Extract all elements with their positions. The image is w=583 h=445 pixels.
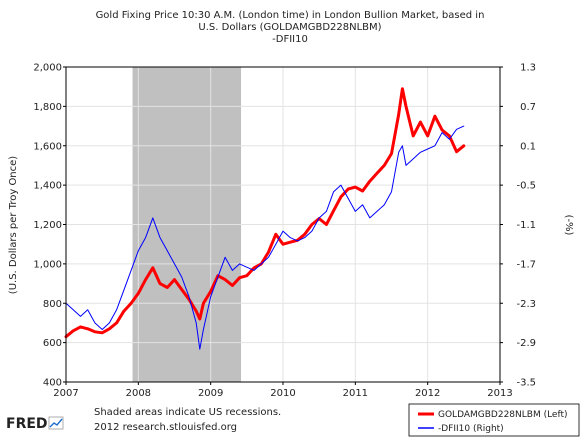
- left-tick-label: 600: [43, 338, 62, 349]
- series-line-gold-price: [64, 87, 466, 339]
- left-tick-label: 1,000: [33, 259, 62, 270]
- recession-note: Shaded areas indicate US recessions.: [94, 407, 281, 418]
- right-axis-ticks: -3.5 -2.9 -2.3 -1.7 -1.1 -0.5 0.1 0.7 1.3: [500, 63, 536, 389]
- chart-title-line-2: U.S. Dollars (GOLDAMGBD228NLBM): [198, 22, 381, 33]
- right-tick-label: 0.1: [520, 141, 536, 152]
- source-note: 2012 research.stlouisfed.org: [94, 422, 237, 433]
- right-axis-label: (-%): [563, 215, 574, 236]
- right-tick-label: -1.1: [516, 220, 536, 231]
- x-tick-label: 2009: [198, 388, 223, 399]
- x-tick-label: 2007: [53, 388, 78, 399]
- chart-title-line-1: Gold Fixing Price 10:30 A.M. (London tim…: [96, 10, 485, 21]
- x-tick-label: 2012: [415, 388, 440, 399]
- x-axis-ticks: 2007 2008 2009 2010 2011 2012 2013: [53, 382, 513, 399]
- fred-logo-icon: [48, 416, 64, 430]
- x-tick-label: 2008: [126, 388, 151, 399]
- chart-title-line-3: -DFII10: [272, 34, 308, 45]
- left-tick-label: 1,400: [33, 181, 62, 192]
- left-tick-label: 1,600: [33, 141, 62, 152]
- left-axis-ticks: 400 600 800 1,000 1,200 1,400 1,600 1,800 2,000: [33, 63, 66, 389]
- right-tick-label: 1.3: [520, 63, 536, 74]
- legend-label-gold: GOLDAMGBD228NLBM (Left): [438, 410, 568, 420]
- legend-box: [408, 403, 580, 437]
- series-layer: [64, 87, 466, 350]
- left-axis-label: (U.S. Dollars per Troy Once): [8, 156, 19, 295]
- left-tick-label: 1,800: [33, 102, 62, 113]
- left-tick-label: 800: [43, 299, 62, 310]
- x-tick-label: 2013: [487, 388, 512, 399]
- right-tick-label: -1.7: [516, 259, 536, 270]
- right-tick-label: -3.5: [516, 378, 536, 389]
- fred-logo: FRED: [6, 416, 48, 432]
- left-tick-label: 1,200: [33, 220, 62, 231]
- legend: GOLDAMGBD228NLBM (Left) -DFII10 (Right): [408, 403, 580, 437]
- right-tick-label: -0.5: [516, 181, 536, 192]
- series-line-dfii10: [65, 125, 465, 350]
- x-tick-label: 2011: [343, 388, 368, 399]
- legend-label-dfii10: -DFII10 (Right): [438, 424, 504, 434]
- left-tick-label: 2,000: [33, 63, 62, 74]
- right-tick-label: -2.3: [516, 299, 536, 310]
- left-tick-label: 400: [43, 378, 62, 389]
- right-tick-label: 0.7: [520, 102, 536, 113]
- right-tick-label: -2.9: [516, 338, 536, 349]
- x-tick-label: 2010: [270, 388, 295, 399]
